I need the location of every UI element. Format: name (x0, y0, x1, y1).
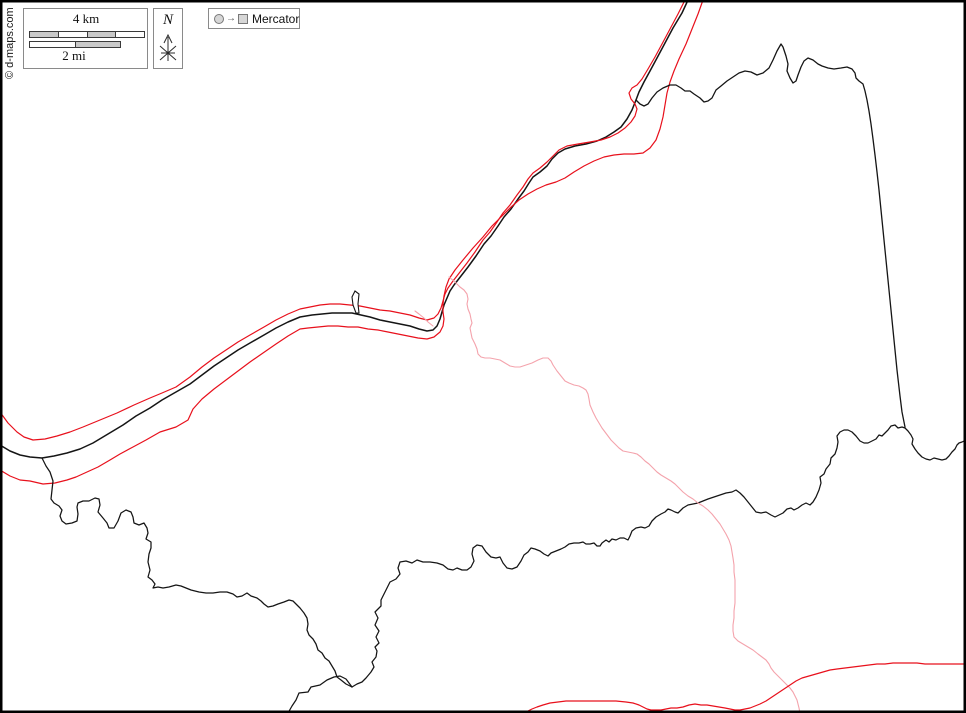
boundary-southwest-line (41, 457, 353, 688)
copyright-watermark: © d-maps.com (4, 7, 16, 79)
scale-bar-km (29, 31, 145, 38)
scale-km-label: 4 km (72, 11, 100, 26)
scale-bar-mi (29, 41, 121, 48)
scale-box: 4 km 2 mi (23, 8, 148, 69)
scale-bar-segment (86, 32, 116, 37)
boundary-northeast-line (635, 43, 906, 428)
river-main-line (0, 0, 689, 459)
road-red-lower-line (0, 0, 704, 485)
north-box: N (153, 8, 183, 69)
scale-mi-label: 2 mi (62, 48, 86, 63)
pink-boundary-line (448, 276, 801, 713)
scale-bar-segment (115, 32, 144, 37)
projection-label: Mercator (252, 11, 300, 26)
north-label: N (162, 12, 173, 28)
north-arrow-icon (159, 33, 177, 61)
boundary-southeast-line (351, 424, 966, 688)
scale-bar-segment (57, 32, 87, 37)
globe-circle-icon (214, 13, 224, 24)
scale-bar-segment (74, 42, 120, 47)
pink-boundary-stub-line (414, 310, 434, 327)
scale-bar-segment (30, 42, 75, 47)
flat-map-square-icon (238, 13, 248, 24)
river-islet (351, 290, 360, 314)
boundary-bottom-branch-line (287, 675, 353, 713)
projection-box: → Mercator (208, 8, 300, 29)
arrow-right-icon: → (226, 12, 236, 24)
road-red-bottom-line (524, 662, 966, 713)
scale-bar-segment (30, 32, 58, 37)
